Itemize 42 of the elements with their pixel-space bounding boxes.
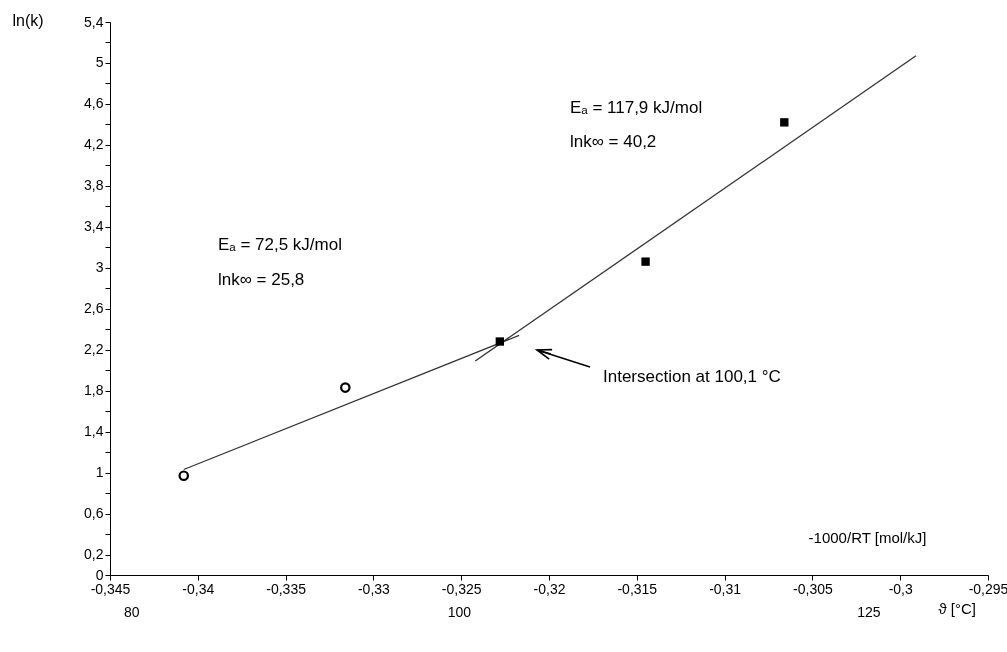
y-tick-label: 4,6 [84, 95, 104, 112]
annotation: Eₐ = 72,5 kJ/mol [218, 235, 342, 254]
x-tick-label: -0,31 [709, 580, 742, 597]
y-tick-label: 0,2 [84, 546, 104, 563]
annotation: Intersection at 100,1 °C [603, 367, 781, 386]
x2-axis-title: ϑ [°C] [938, 599, 977, 617]
y-tick-label: 3,8 [84, 177, 104, 194]
x-tick-label: -0,33 [357, 580, 391, 597]
x2-tick-label: 125 [857, 603, 881, 620]
x-tick-label: -0,325 [441, 580, 482, 597]
x-tick-label: -0,3 [888, 580, 913, 597]
x-tick-label: -0,34 [182, 580, 215, 597]
annotation: lnk∞ = 40,2 [570, 132, 657, 151]
x-tick-label: -0,295 [968, 580, 1007, 597]
x-tick-label: -0,315 [617, 580, 658, 597]
y-axis-title: ln(k) [12, 11, 44, 29]
y-tick-label: 0 [95, 566, 104, 583]
x-tick-label: -0,335 [266, 580, 307, 597]
y-tick-label: 1,4 [84, 423, 104, 440]
x2-tick-label: 80 [124, 603, 140, 620]
y-tick-label: 4,2 [84, 136, 104, 153]
x-tick-label: -0,32 [533, 580, 566, 597]
y-tick-label: 5,4 [84, 13, 104, 30]
point [340, 382, 351, 393]
x-axis-title: -1000/RT [mol/kJ] [808, 528, 927, 546]
annotation: lnk∞ = 25,8 [218, 270, 305, 289]
y-tick-label: 3,4 [84, 218, 104, 235]
x2-tick-label: 100 [447, 603, 472, 620]
annotation: Eₐ = 117,9 kJ/mol [570, 98, 703, 117]
x-tick-label: -0,345 [90, 580, 131, 597]
y-tick-label: 2,2 [84, 341, 104, 358]
point [641, 257, 650, 266]
point [780, 118, 789, 127]
y-tick-label: 2,6 [84, 300, 104, 317]
y-tick-label: 1,8 [84, 382, 104, 399]
x-tick-label: -0,305 [793, 580, 833, 597]
point [178, 470, 190, 481]
y-tick-label: 0,6 [84, 505, 104, 522]
y-tick-label: 3 [95, 259, 104, 276]
y-tick-label: 5 [95, 54, 104, 71]
point [495, 337, 505, 346]
y-tick-label: 1 [95, 464, 104, 481]
